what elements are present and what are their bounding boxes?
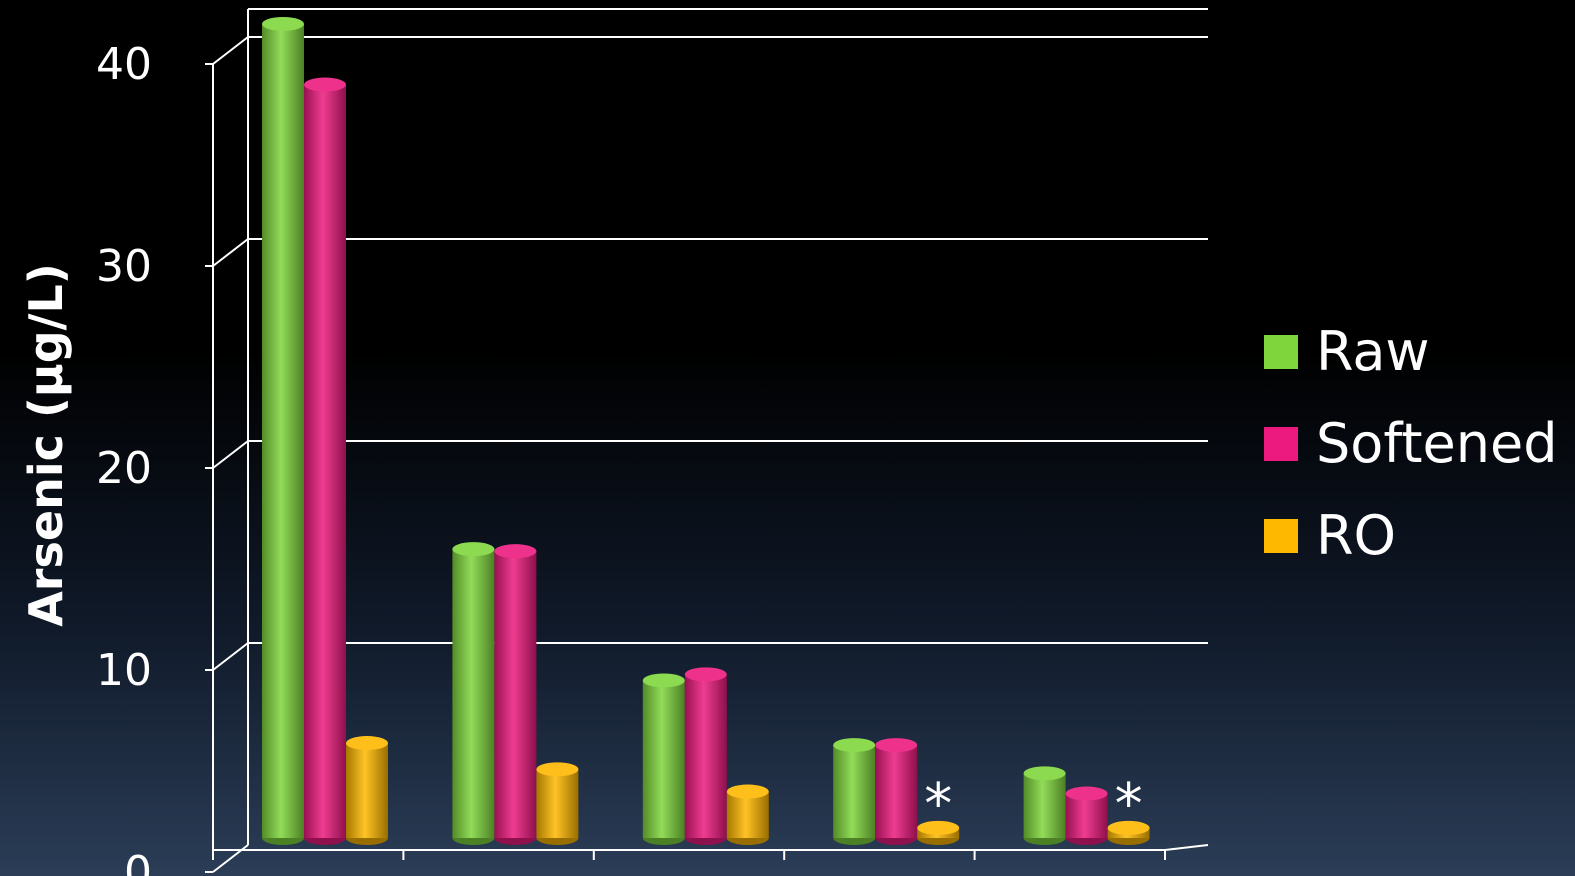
y-tick-label: 20 bbox=[96, 443, 152, 494]
bar-raw-2 bbox=[452, 542, 495, 845]
legend-label: RO bbox=[1316, 504, 1397, 567]
gridline-diagonal bbox=[212, 238, 249, 267]
gridline-diagonal bbox=[212, 440, 249, 469]
axes bbox=[205, 9, 1209, 873]
y-axis-title: Arsenic (µg/L) bbox=[19, 263, 73, 627]
legend: Raw Softened RO bbox=[1264, 306, 1558, 582]
bar-ro-5 bbox=[1107, 820, 1150, 845]
bar-raw-4 bbox=[833, 738, 876, 845]
y-tick-label: 0 bbox=[124, 847, 152, 876]
legend-label: Softened bbox=[1316, 412, 1558, 475]
bars bbox=[262, 16, 1150, 845]
legend-item-softened: Softened bbox=[1264, 398, 1558, 490]
legend-label: Raw bbox=[1316, 320, 1430, 383]
bar-softened-1 bbox=[304, 77, 346, 845]
legend-swatch bbox=[1264, 519, 1298, 553]
bar-raw-3 bbox=[642, 673, 685, 845]
bar-ro-1 bbox=[346, 736, 388, 845]
bar-softened-3 bbox=[684, 667, 727, 845]
legend-item-ro: RO bbox=[1264, 490, 1558, 582]
bar-softened-2 bbox=[494, 544, 537, 845]
floor-edge bbox=[1164, 844, 1209, 851]
bar-softened-5 bbox=[1065, 786, 1108, 845]
y-tick-labels: 0 10 20 30 40 bbox=[96, 39, 152, 876]
bar-ro-3 bbox=[726, 784, 769, 845]
annotations: * * bbox=[924, 772, 1142, 837]
legend-swatch bbox=[1264, 335, 1298, 369]
gridline-diagonal bbox=[212, 36, 249, 65]
gridline-diagonal bbox=[212, 642, 249, 671]
y-tick-label: 10 bbox=[96, 645, 152, 696]
legend-item-raw: Raw bbox=[1264, 306, 1558, 398]
asterisk-annotation: * bbox=[924, 772, 952, 837]
bar-softened-4 bbox=[875, 738, 918, 845]
y-tick-label: 40 bbox=[96, 39, 152, 90]
bar-raw-1 bbox=[262, 16, 304, 845]
asterisk-annotation: * bbox=[1115, 772, 1143, 837]
bar-raw-5 bbox=[1023, 766, 1066, 845]
bar-ro-4 bbox=[917, 820, 960, 845]
gridlines bbox=[212, 8, 1208, 873]
y-tick-label: 30 bbox=[96, 241, 152, 292]
bar-ro-2 bbox=[536, 762, 579, 845]
legend-swatch bbox=[1264, 427, 1298, 461]
